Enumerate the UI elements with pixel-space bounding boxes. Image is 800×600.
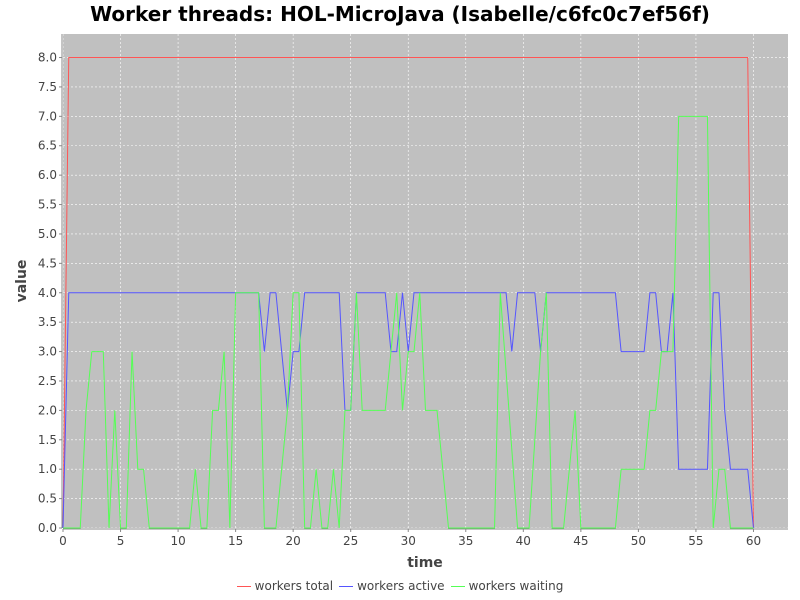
x-axis-label: time [407,555,443,571]
legend: workers total workers active workers waiti… [0,579,800,593]
series-group [62,57,754,529]
x-tick-label: 0 [59,534,67,548]
x-tick-label: 30 [401,534,416,548]
y-tick-label: 5.5 [38,198,57,212]
legend-swatch [236,586,251,587]
plot-area [63,34,788,528]
series-line-workers-waiting [63,115,754,529]
y-tick-label: 1.0 [38,462,57,476]
x-tick-label: 60 [746,534,761,548]
x-tick-label: 5 [117,534,125,548]
x-tick-label: 25 [343,534,358,548]
y-tick-label: 4.5 [38,256,57,270]
y-tick-label: 4.0 [38,286,57,300]
y-tick-label: 6.0 [38,168,57,182]
y-tick-label: 5.0 [38,227,57,241]
x-tick-label: 50 [631,534,646,548]
y-tick-label: 0.5 [38,492,57,506]
y-tick-label: 0.0 [38,521,57,535]
legend-item: workers active [339,579,445,593]
y-tick-label: 7.5 [38,80,57,94]
x-tick-label: 35 [458,534,473,548]
x-tick-label: 40 [516,534,531,548]
x-tick-label: 55 [688,534,703,548]
y-tick-label: 1.5 [38,433,57,447]
y-tick-label: 6.5 [38,139,57,153]
x-tick-label: 45 [573,534,588,548]
legend-label: workers waiting [468,579,564,593]
series-line-workers-active [62,292,754,529]
legend-item: workers total [236,579,334,593]
y-tick-label: 3.5 [38,315,57,329]
legend-swatch [339,586,354,587]
y-axis-label: value [14,260,30,303]
legend-label: workers active [357,579,445,593]
y-tick-label: 7.0 [38,109,57,123]
x-tick-label: 15 [228,534,243,548]
y-tick-label: 2.5 [38,374,57,388]
legend-label: workers total [254,579,334,593]
series-line-workers-total [62,57,754,529]
y-tick-label: 3.0 [38,345,57,359]
y-tick-label: 2.0 [38,403,57,417]
legend-item: workers waiting [450,579,564,593]
axes: 0 5 10 15 20 25 30 35 40 45 50 55 60 0.0 0.5 1.0 1.5 2.0 2… [38,34,788,548]
legend-swatch [450,586,465,587]
x-tick-label: 10 [170,534,185,548]
x-tick-label: 20 [286,534,301,548]
y-tick-label: 8.0 [38,51,57,65]
chart-title: Worker threads: HOL-MicroJava (Isabelle/… [90,2,710,26]
